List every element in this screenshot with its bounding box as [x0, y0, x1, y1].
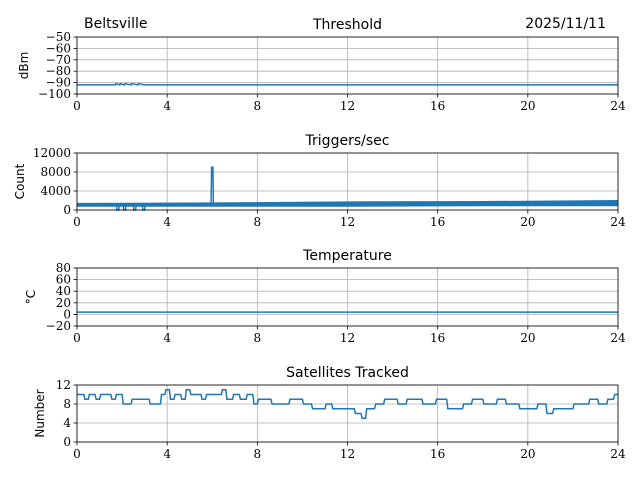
- satellites-ytick-label: 4: [63, 416, 71, 430]
- triggers-xtick-label: 0: [73, 215, 81, 229]
- temperature-xtick-label: 16: [430, 331, 445, 345]
- threshold-xtick-label: 12: [340, 99, 355, 113]
- threshold-ytick-label: −50: [46, 30, 71, 44]
- satellites-ytick-label: 8: [63, 397, 71, 411]
- triggers-ytick-label: 0: [63, 203, 71, 217]
- threshold-title: Threshold: [312, 17, 382, 33]
- triggers-xtick-label: 4: [163, 215, 171, 229]
- threshold-series-line: [77, 82, 618, 86]
- triggers-xtick-label: 20: [520, 215, 535, 229]
- satellites-ytick-label: 0: [63, 435, 71, 449]
- triggers-ytick-label: 8000: [40, 165, 71, 179]
- triggers-xtick-label: 16: [430, 215, 445, 229]
- threshold-xtick-label: 20: [520, 99, 535, 113]
- temperature-ytick-label: 80: [56, 261, 71, 275]
- triggers-ylabel: Count: [13, 163, 27, 199]
- satellites-title: Satellites Tracked: [286, 365, 409, 381]
- threshold-xtick-label: 16: [430, 99, 445, 113]
- satellites-ytick-label: 12: [56, 378, 71, 392]
- temperature-xtick-label: 8: [254, 331, 262, 345]
- temperature-ytick-label: −20: [46, 319, 71, 333]
- threshold-xtick-label: 24: [610, 99, 626, 113]
- temperature-ytick-label: 0: [63, 307, 71, 321]
- temperature-ylabel: °C: [24, 290, 38, 304]
- triggers-panel: 0 4 8 12 16 20 24 0 4000 8000 12000 Triggers/sec Cou…: [13, 133, 626, 229]
- temperature-ytick-label: 40: [56, 284, 71, 298]
- threshold-xtick-label: 0: [73, 99, 81, 113]
- threshold-ytick-label: −90: [46, 76, 71, 90]
- satellites-xtick-label: 24: [610, 447, 626, 461]
- triggers-ytick-label: 4000: [40, 184, 71, 198]
- triggers-band: [77, 200, 618, 207]
- satellites-xtick-label: 4: [163, 447, 171, 461]
- satellites-series-line: [77, 389, 618, 420]
- threshold-panel: 0 4 8 12 16 20 24 −100−90−80−70−60−50 Threshold d…: [17, 17, 626, 113]
- satellites-xtick-label: 12: [340, 447, 355, 461]
- threshold-ylabel: dBm: [17, 52, 31, 80]
- threshold-xtick-label: 8: [254, 99, 262, 113]
- triggers-xtick-label: 24: [610, 215, 626, 229]
- temperature-xtick-label: 24: [610, 331, 626, 345]
- temperature-xtick-label: 0: [73, 331, 81, 345]
- satellites-xtick-label: 0: [73, 447, 81, 461]
- threshold-ytick-label: −100: [38, 87, 71, 101]
- triggers-title: Triggers/sec: [305, 133, 390, 149]
- satellites-panel: 0 4 8 12 16 20 24 0 4 8 12 Satellites Tracked Number: [33, 365, 626, 461]
- satellites-xtick-label: 16: [430, 447, 445, 461]
- satellites-xtick-label: 20: [520, 447, 535, 461]
- station-label: Beltsville: [84, 16, 147, 32]
- date-label: 2025/11/11: [525, 16, 606, 32]
- satellites-xtick-label: 8: [254, 447, 262, 461]
- threshold-ytick-label: −80: [46, 64, 71, 78]
- threshold-ytick-label: −70: [46, 53, 71, 67]
- temperature-xtick-label: 12: [340, 331, 355, 345]
- triggers-series-line: [77, 166, 619, 211]
- temperature-xtick-label: 20: [520, 331, 535, 345]
- temperature-xtick-label: 4: [163, 331, 171, 345]
- temperature-ytick-label: 60: [56, 273, 71, 287]
- threshold-xtick-label: 4: [163, 99, 171, 113]
- threshold-ytick-label: −60: [46, 41, 71, 55]
- temperature-title: Temperature: [302, 248, 392, 264]
- chart-panels: 0 4 8 12 16 20 24 −100−90−80−70−60−50 Threshold d…: [13, 17, 626, 461]
- triggers-xtick-label: 12: [340, 215, 355, 229]
- triggers-ytick-label: 12000: [33, 146, 71, 160]
- satellites-ylabel: Number: [33, 389, 47, 437]
- triggers-xtick-label: 8: [254, 215, 262, 229]
- temperature-ytick-label: 20: [56, 296, 71, 310]
